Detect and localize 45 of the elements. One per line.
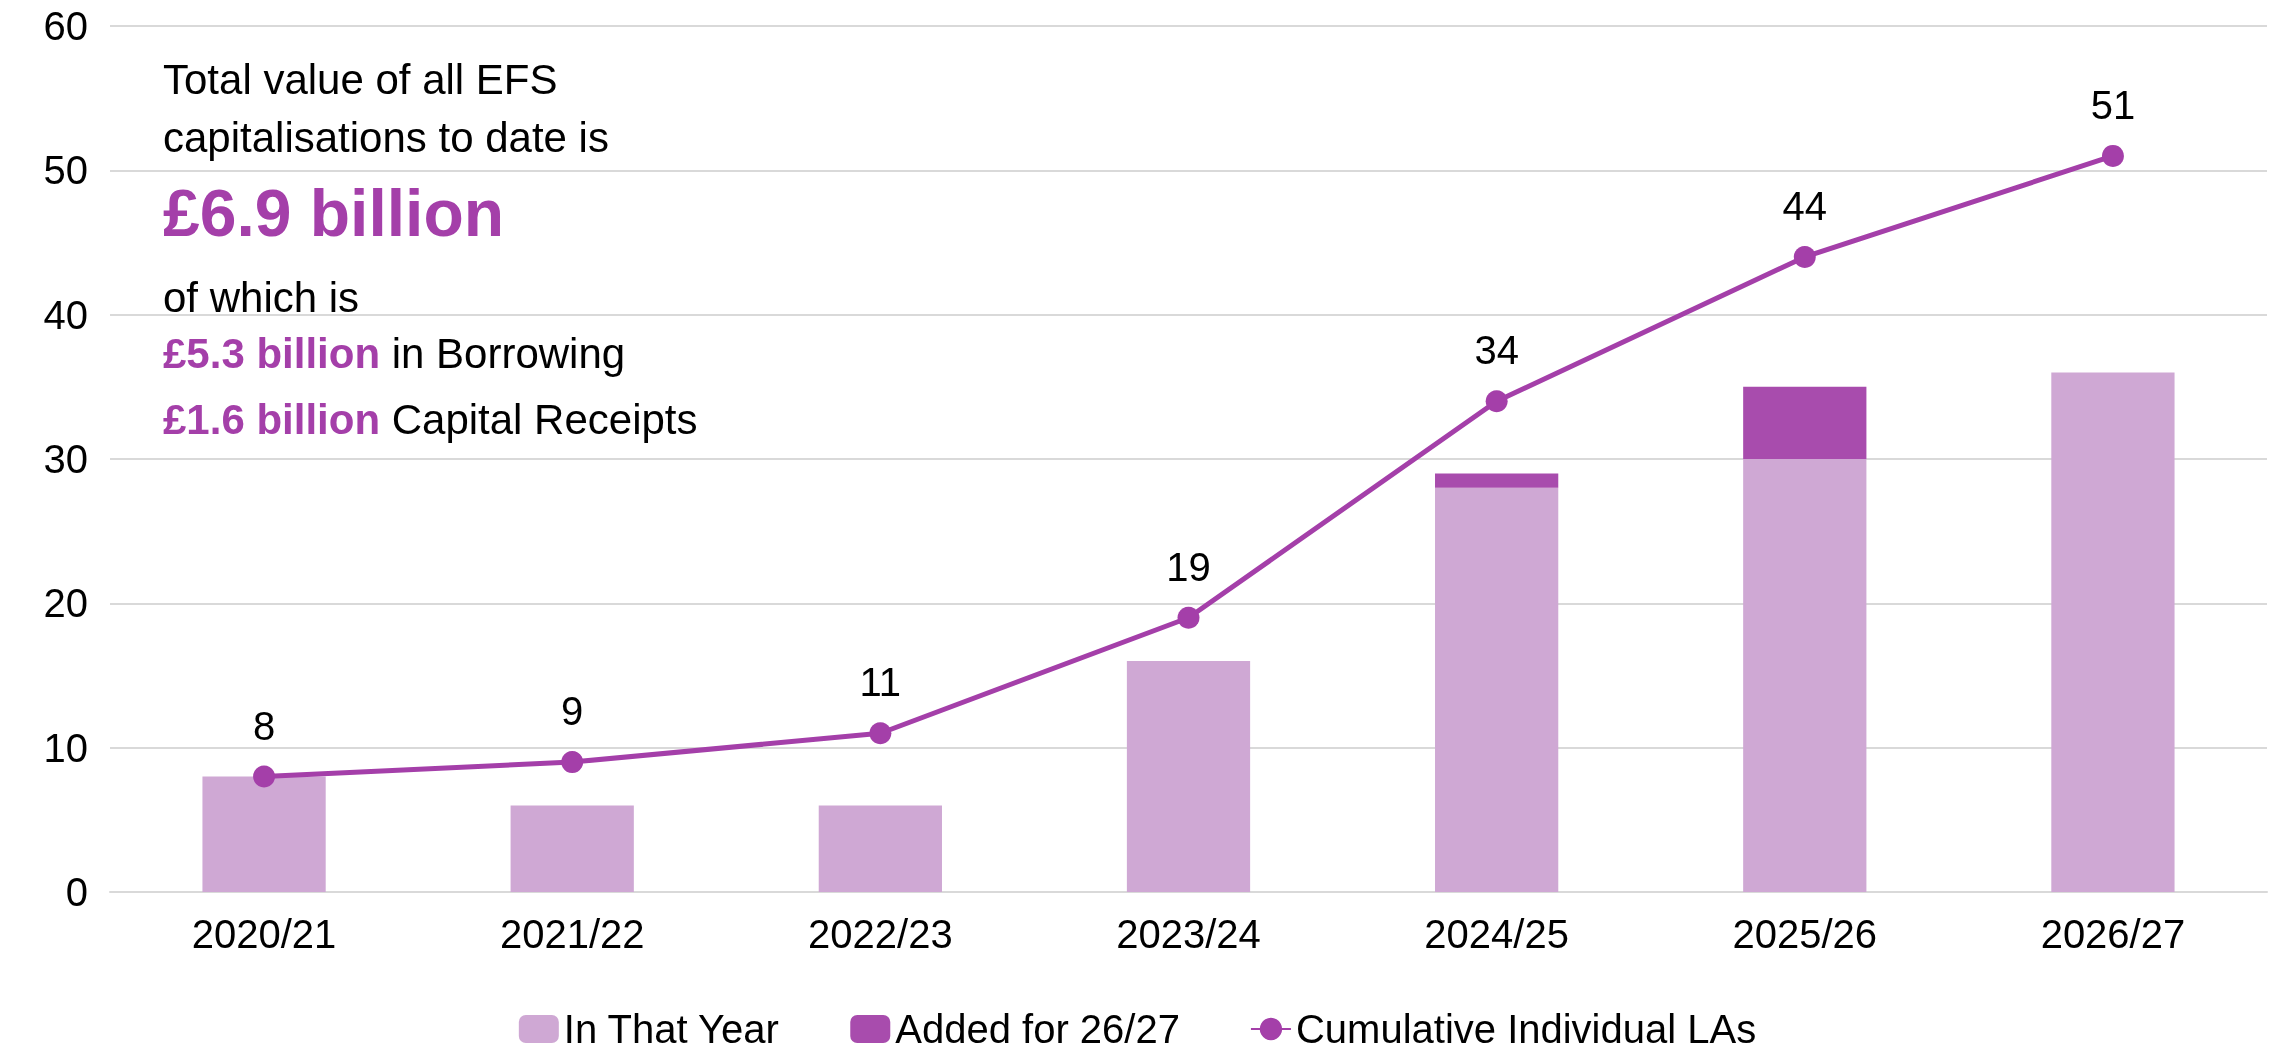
point [1177, 606, 1200, 629]
bar [1435, 473, 1559, 488]
data-label: 19 [1166, 544, 1211, 589]
y-tick-label: 60 [43, 4, 88, 48]
x-tick-label: 2021/22 [499, 912, 645, 956]
bar [2051, 372, 2175, 892]
point [1485, 390, 1508, 413]
x-tick-label: 2023/24 [1116, 912, 1261, 956]
bar [1743, 386, 1867, 459]
y-tick-label: 0 [65, 870, 88, 914]
x-tick-label: 2022/23 [808, 912, 953, 956]
annotation: £5.3 billion in Borrowing [163, 329, 626, 377]
legend-label: Added for 26/27 [895, 1007, 1180, 1051]
bar [1435, 487, 1559, 892]
legend-label: In That Year [563, 1007, 779, 1051]
x-tick-label: 2026/27 [2040, 912, 2186, 956]
bar [1126, 661, 1251, 892]
data-label: 11 [859, 660, 902, 705]
bar [1743, 459, 1867, 892]
x-tick-label: 2020/21 [191, 912, 337, 956]
y-tick-label: 20 [43, 581, 88, 626]
data-label: 8 [252, 703, 276, 748]
point [561, 751, 584, 774]
annotation: £6.9 billion [163, 176, 505, 250]
bar [818, 805, 942, 892]
point [869, 722, 892, 745]
annotation: Total value of all EFS capitalisations to date is [163, 55, 609, 161]
y-tick-label: 50 [43, 148, 88, 193]
annotation: of which is [163, 273, 360, 321]
point [253, 765, 276, 788]
y-tick-label: 10 [43, 725, 88, 770]
legend-label: Cumulative Individual LAs [1295, 1007, 1757, 1051]
bar [510, 805, 634, 892]
point [1793, 245, 1816, 268]
data-label: 51 [2090, 82, 2136, 127]
y-tick-label: 40 [43, 292, 88, 337]
x-tick-label: 2024/25 [1424, 912, 1569, 956]
point [2101, 144, 2124, 167]
annotation: £1.6 billion Capital Receipts [163, 395, 698, 443]
y-tick-label: 30 [43, 437, 88, 481]
data-label: 34 [1474, 328, 1519, 373]
data-label: 44 [1782, 183, 1828, 228]
bar [202, 776, 326, 892]
data-label: 9 [561, 689, 584, 734]
x-tick-label: 2025/26 [1732, 912, 1878, 956]
